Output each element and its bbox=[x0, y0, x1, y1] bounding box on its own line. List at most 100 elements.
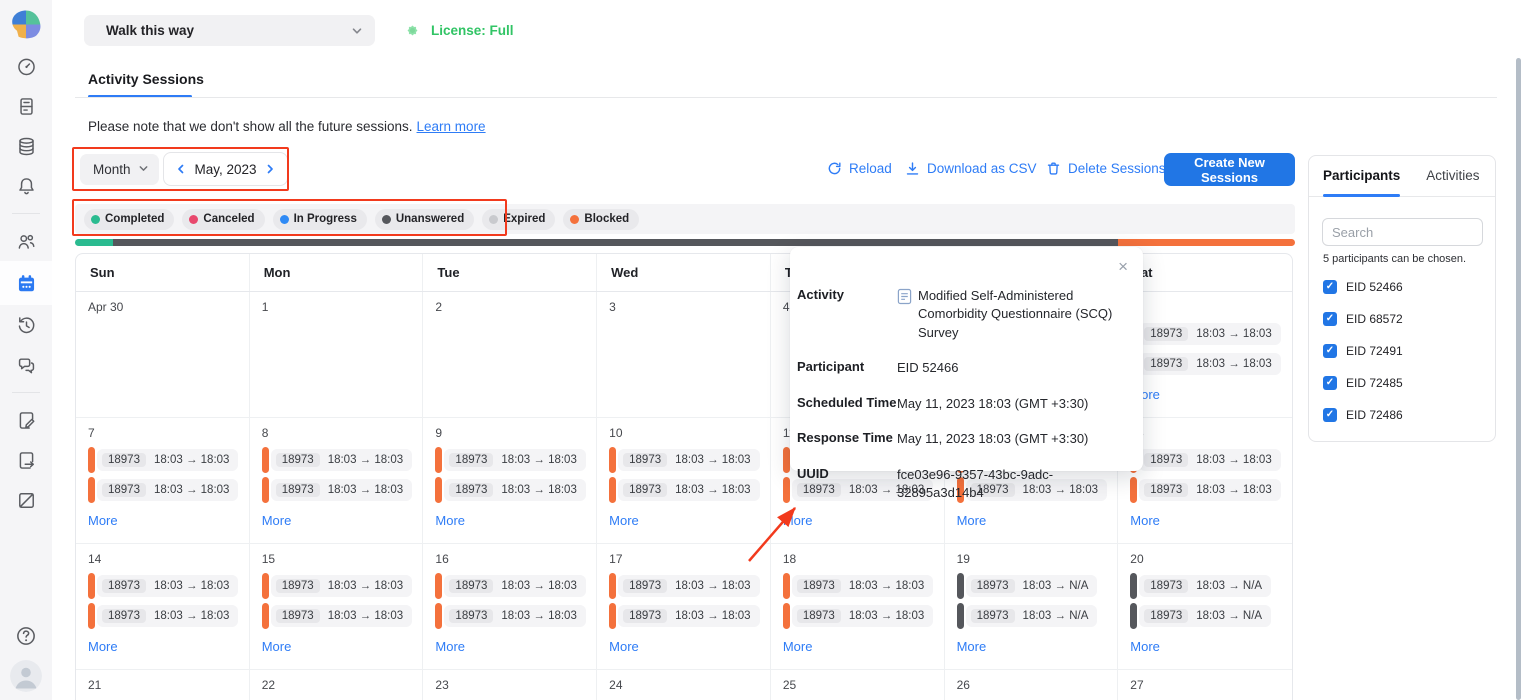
session-chip[interactable]: 18973 18:03 → 18:03 bbox=[1130, 447, 1292, 473]
session-chip[interactable]: 18973 18:03 → 18:03 bbox=[88, 477, 249, 503]
app-logo[interactable] bbox=[9, 9, 43, 41]
panel-tab-participants[interactable]: Participants bbox=[1323, 156, 1401, 197]
checkbox-checked-icon[interactable]: ✓ bbox=[1323, 376, 1337, 390]
create-new-sessions-button[interactable]: Create New Sessions bbox=[1164, 153, 1295, 186]
checkbox-checked-icon[interactable]: ✓ bbox=[1323, 280, 1337, 294]
checkbox-checked-icon[interactable]: ✓ bbox=[1323, 408, 1337, 422]
next-month-button[interactable] bbox=[264, 163, 276, 175]
session-chip[interactable]: 18973 18:03 → 18:03 bbox=[88, 447, 249, 473]
session-chip[interactable]: 18973 18:03 → N/A bbox=[1130, 573, 1292, 599]
session-chip[interactable]: 18973 18:03 → 18:03 bbox=[261, 573, 423, 599]
calendar-cell[interactable]: 8 18973 18:03 → 18:03 18973 18:03 → 18:03 Mor… bbox=[250, 418, 424, 543]
session-chip[interactable]: 18973 18:03 → 18:03 bbox=[88, 603, 249, 629]
sidebar-item-sessions[interactable] bbox=[0, 261, 52, 305]
more-link[interactable]: More bbox=[261, 639, 292, 654]
session-chip[interactable]: 18973 18:03 → 18:03 bbox=[261, 447, 423, 473]
session-chip[interactable]: 18973 18:03 → 18:03 bbox=[435, 573, 596, 599]
more-link[interactable]: More bbox=[261, 513, 292, 528]
calendar-cell[interactable]: 7 18973 18:03 → 18:03 18973 18:03 → 18:03 Mor… bbox=[76, 418, 250, 543]
session-chip[interactable]: 18973 18:03 → 18:03 bbox=[261, 477, 423, 503]
close-icon[interactable]: × bbox=[1118, 257, 1128, 276]
delete-sessions-button[interactable]: Delete Sessions bbox=[1046, 161, 1166, 176]
calendar-cell[interactable]: 1 bbox=[250, 292, 424, 417]
session-chip[interactable]: 18973 18:03 → 18:03 bbox=[1130, 477, 1292, 503]
session-chip[interactable]: 18973 18:03 → 18:03 bbox=[609, 573, 770, 599]
session-chip[interactable]: 18973 18:03 → 18:03 bbox=[609, 447, 770, 473]
session-chip[interactable]: 18973 18:03 → 18:03 bbox=[88, 573, 249, 599]
calendar-cell[interactable]: Apr 30 bbox=[76, 292, 250, 417]
more-link[interactable]: More bbox=[782, 513, 813, 528]
session-chip[interactable]: 18973 18:03 → 18:03 bbox=[435, 603, 596, 629]
sidebar-item-design[interactable] bbox=[0, 480, 52, 520]
sidebar-item-help[interactable] bbox=[0, 616, 52, 656]
scrollbar[interactable] bbox=[1516, 58, 1521, 700]
more-link[interactable]: More bbox=[435, 513, 466, 528]
session-chip[interactable]: 18973 18:03 → N/A bbox=[956, 573, 1118, 599]
more-link[interactable]: More bbox=[88, 513, 118, 528]
sidebar-item-econsent[interactable] bbox=[0, 400, 52, 440]
calendar-cell[interactable]: 16 18973 18:03 → 18:03 18973 18:03 → 18:03 Mo… bbox=[423, 544, 598, 669]
prev-month-button[interactable] bbox=[175, 163, 187, 175]
session-chip[interactable]: 18973 18:03 → 18:03 bbox=[1130, 351, 1292, 377]
learn-more-link[interactable]: Learn more bbox=[416, 119, 486, 134]
calendar-cell[interactable]: 21 bbox=[76, 670, 250, 700]
checkbox-checked-icon[interactable]: ✓ bbox=[1323, 344, 1337, 358]
participant-row[interactable]: ✓ EID 52466 bbox=[1323, 271, 1481, 303]
participant-row[interactable]: ✓ EID 72486 bbox=[1323, 399, 1481, 431]
session-chip[interactable]: 18973 18:03 → 18:03 bbox=[435, 447, 596, 473]
more-link[interactable]: More bbox=[609, 513, 639, 528]
calendar-cell[interactable]: 23 bbox=[423, 670, 598, 700]
calendar-cell[interactable]: 15 18973 18:03 → 18:03 18973 18:03 → 18:03 Mo… bbox=[250, 544, 424, 669]
sidebar-item-participants[interactable] bbox=[0, 221, 52, 261]
calendar-cell[interactable]: 19 18973 18:03 → N/A 18973 18:03 → N/A More bbox=[945, 544, 1119, 669]
sidebar-item-notifications[interactable] bbox=[0, 166, 52, 206]
calendar-cell[interactable]: 10 18973 18:03 → 18:03 18973 18:03 → 18:03 Mo… bbox=[597, 418, 771, 543]
calendar-cell[interactable]: 26 bbox=[945, 670, 1119, 700]
session-chip[interactable]: 18973 18:03 → N/A bbox=[956, 603, 1118, 629]
sidebar-item-history[interactable] bbox=[0, 305, 52, 345]
calendar-cell[interactable]: 20 18973 18:03 → N/A 18973 18:03 → N/A More bbox=[1118, 544, 1292, 669]
more-link[interactable]: More bbox=[956, 513, 987, 528]
calendar-cell[interactable]: 2 bbox=[423, 292, 598, 417]
session-chip[interactable]: 18973 18:03 → 18:03 bbox=[609, 603, 770, 629]
session-chip[interactable]: 18973 18:03 → 18:03 bbox=[435, 477, 596, 503]
calendar-cell[interactable]: 3 bbox=[597, 292, 771, 417]
calendar-cell[interactable]: 25 bbox=[771, 670, 945, 700]
session-chip[interactable]: 18973 18:03 → N/A bbox=[1130, 603, 1292, 629]
sidebar-item-messages[interactable] bbox=[0, 345, 52, 385]
download-csv-button[interactable]: Download as CSV bbox=[905, 161, 1037, 176]
sidebar-item-dashboard[interactable] bbox=[0, 46, 52, 86]
participant-row[interactable]: ✓ EID 72485 bbox=[1323, 367, 1481, 399]
checkbox-checked-icon[interactable]: ✓ bbox=[1323, 312, 1337, 326]
search-input[interactable] bbox=[1322, 218, 1483, 246]
tab-activity-sessions[interactable]: Activity Sessions bbox=[88, 71, 204, 87]
sidebar-item-reports[interactable] bbox=[0, 86, 52, 126]
more-link[interactable]: More bbox=[88, 639, 118, 654]
calendar-cell[interactable]: 13 18973 18:03 → 18:03 18973 18:03 → 18:03 Mo… bbox=[1118, 418, 1292, 543]
avatar[interactable] bbox=[10, 660, 42, 692]
calendar-cell[interactable]: 24 bbox=[597, 670, 771, 700]
session-chip[interactable]: 18973 18:03 → 18:03 bbox=[261, 603, 423, 629]
session-chip[interactable]: 18973 18:03 → 18:03 bbox=[782, 573, 944, 599]
session-chip[interactable]: 18973 18:03 → 18:03 bbox=[1130, 321, 1292, 347]
more-link[interactable]: More bbox=[1130, 639, 1160, 654]
session-chip[interactable]: 18973 18:03 → 18:03 bbox=[609, 477, 770, 503]
panel-tab-activities[interactable]: Activities bbox=[1426, 168, 1480, 183]
calendar-cell[interactable]: 14 18973 18:03 → 18:03 18973 18:03 → 18:03 Mo… bbox=[76, 544, 250, 669]
calendar-cell[interactable]: 22 bbox=[250, 670, 424, 700]
session-chip[interactable]: 18973 18:03 → 18:03 bbox=[956, 477, 1118, 503]
calendar-cell[interactable]: 27 bbox=[1118, 670, 1292, 700]
participant-row[interactable]: ✓ EID 68572 bbox=[1323, 303, 1481, 335]
sidebar-item-export[interactable] bbox=[0, 440, 52, 480]
sidebar-item-database[interactable] bbox=[0, 126, 52, 166]
participant-row[interactable]: ✓ EID 72491 bbox=[1323, 335, 1481, 367]
view-mode-select[interactable]: Month bbox=[80, 154, 159, 185]
reload-button[interactable]: Reload bbox=[827, 161, 892, 176]
more-link[interactable]: More bbox=[1130, 513, 1160, 528]
more-link[interactable]: More bbox=[435, 639, 466, 654]
calendar-cell[interactable]: 18 18973 18:03 → 18:03 18973 18:03 → 18:03 Mo… bbox=[771, 544, 945, 669]
study-selector[interactable]: Walk this way bbox=[84, 15, 375, 46]
calendar-cell[interactable]: 9 18973 18:03 → 18:03 18973 18:03 → 18:03 Mor… bbox=[423, 418, 598, 543]
more-link[interactable]: More bbox=[956, 639, 987, 654]
